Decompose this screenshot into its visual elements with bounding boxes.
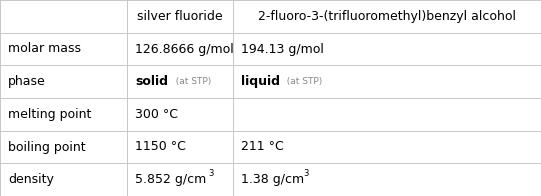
Text: 194.13 g/mol: 194.13 g/mol: [241, 43, 324, 55]
Text: boiling point: boiling point: [8, 141, 85, 153]
Text: 3: 3: [303, 169, 308, 178]
Text: 300 °C: 300 °C: [135, 108, 178, 121]
Text: 1.38 g/cm: 1.38 g/cm: [241, 173, 304, 186]
Text: density: density: [8, 173, 54, 186]
Text: 2-fluoro-3-(trifluoromethyl)benzyl alcohol: 2-fluoro-3-(trifluoromethyl)benzyl alcoh…: [258, 10, 516, 23]
Text: melting point: melting point: [8, 108, 91, 121]
Text: 3: 3: [208, 169, 214, 178]
Text: molar mass: molar mass: [8, 43, 81, 55]
Text: (at STP): (at STP): [281, 77, 322, 86]
Text: 211 °C: 211 °C: [241, 141, 283, 153]
Text: 126.8666 g/mol: 126.8666 g/mol: [135, 43, 234, 55]
Text: phase: phase: [8, 75, 46, 88]
Text: 5.852 g/cm: 5.852 g/cm: [135, 173, 207, 186]
Text: silver fluoride: silver fluoride: [137, 10, 223, 23]
Text: solid: solid: [135, 75, 168, 88]
Text: 1150 °C: 1150 °C: [135, 141, 186, 153]
Text: liquid: liquid: [241, 75, 280, 88]
Text: (at STP): (at STP): [170, 77, 212, 86]
